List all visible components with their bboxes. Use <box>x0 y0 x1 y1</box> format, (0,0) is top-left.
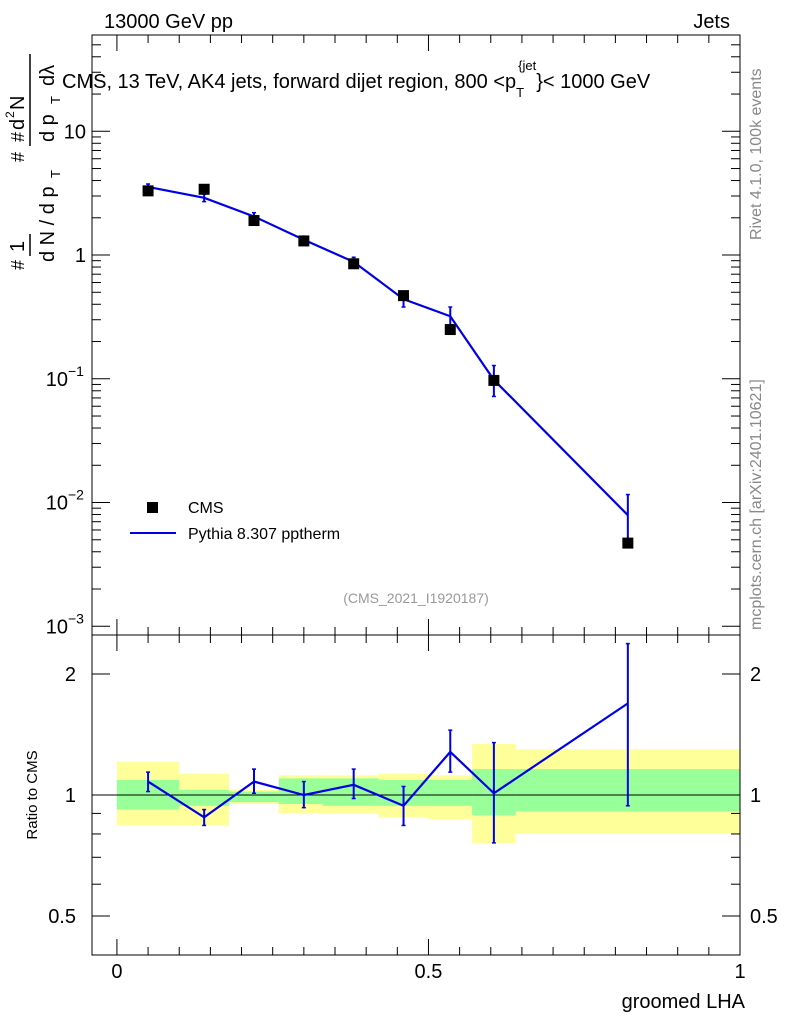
main-y-tick-label: 10 <box>46 616 68 638</box>
cms-data-point <box>298 235 310 247</box>
legend: CMS Pythia 8.307 pptherm <box>130 500 340 543</box>
ylabel-den2-T: T <box>48 96 63 104</box>
legend-cms-marker <box>147 502 158 513</box>
x-tick-label: 1 <box>734 961 745 983</box>
ylabel-den2: d p <box>37 114 59 142</box>
title-tail: }< 1000 GeV <box>536 71 651 93</box>
ylabel-num-sup: 2 <box>3 111 17 118</box>
ratio-y-axis: 2 2 1 1 0.5 0.5 <box>48 664 778 956</box>
cms-data-point <box>248 215 260 227</box>
ratio-x-axis: 0 0.5 1 <box>111 635 746 983</box>
title-sub: T <box>516 85 524 100</box>
main-y-tick-exponent: −2 <box>68 487 84 503</box>
cms-data-point <box>398 290 410 302</box>
ylabel-den: d N / d p <box>37 186 59 262</box>
main-y-tick-label: 1 <box>75 245 86 267</box>
rivet-version-label: Rivet 4.1.0, 100k events <box>748 68 765 240</box>
main-x-ticks <box>116 35 741 635</box>
ratio-y-tick-label-right: 2 <box>750 664 761 686</box>
ylabel-hash-1: # <box>8 260 28 270</box>
main-y-tick-label: 10 <box>46 369 68 391</box>
x-tick-label: 0 <box>111 961 122 983</box>
ylabel-num-N: N <box>7 96 29 110</box>
ylabel-den-T: T <box>48 170 63 178</box>
ratio-uncertainty-band-inner <box>179 789 230 806</box>
cms-data-point <box>198 183 210 195</box>
cms-data-point <box>622 537 634 549</box>
main-y-axis-label: # 1 d N / d p T # # d 2 N d p T dλ <box>3 54 63 270</box>
cms-data-point <box>348 258 360 270</box>
ratio-panel: 2 21 10.5 0.5 0 0.5 1 Ratio to CMS groomed LH… <box>24 634 778 1013</box>
ylabel-hash-2: # <box>8 152 28 162</box>
title-main: CMS, 13 TeV, AK4 jets, forward dijet reg… <box>62 71 516 93</box>
ratio-uncertainty-band-inner <box>428 779 473 806</box>
main-y-tick-exponent: −1 <box>68 363 84 379</box>
cms-data-point <box>142 185 154 197</box>
main-plot-frame <box>91 34 741 636</box>
mcplots-label: mcplots.cern.ch [arXiv:2401.10621] <box>748 379 765 630</box>
ylabel-num-d: d <box>7 119 29 130</box>
ratio-y-tick-label-right: 0.5 <box>750 906 778 928</box>
legend-cms-label: CMS <box>188 500 224 517</box>
analysis-watermark: (CMS_2021_I1920187) <box>343 590 489 606</box>
x-axis-label: groomed LHA <box>622 991 746 1013</box>
ratio-uncertainty-band-inner <box>229 791 279 803</box>
chart-title: CMS, 13 TeV, AK4 jets, forward dijet reg… <box>62 58 651 100</box>
ylabel-one: 1 <box>7 241 29 252</box>
cms-data-point <box>444 324 456 336</box>
main-y-tick-label: 10 <box>64 121 86 143</box>
ylabel-hash-3: # <box>8 132 28 142</box>
legend-pythia-label: Pythia 8.307 pptherm <box>188 526 340 543</box>
pythia-line <box>147 185 629 516</box>
main-y-tick-exponent: −3 <box>68 610 84 626</box>
header-jets-label: Jets <box>693 11 730 33</box>
ratio-y-tick-label-right: 1 <box>750 785 761 807</box>
ylabel-dlambda: dλ <box>37 65 59 86</box>
main-y-tick-label: 10 <box>46 493 68 515</box>
x-tick-label: 0.5 <box>415 961 443 983</box>
ratio-y-axis-label: Ratio to CMS <box>24 750 41 839</box>
header-energy-label: 13000 GeV pp <box>104 11 233 33</box>
ratio-y-tick-label: 1 <box>65 785 76 807</box>
ratio-y-tick-label: 2 <box>65 664 76 686</box>
cms-data-point <box>488 374 500 386</box>
title-sup: {jet <box>518 58 536 73</box>
svg-text:CMS, 13 TeV, AK4 jets, forward: CMS, 13 TeV, AK4 jets, forward dijet reg… <box>62 58 651 100</box>
ratio-y-tick-label: 0.5 <box>48 906 76 928</box>
